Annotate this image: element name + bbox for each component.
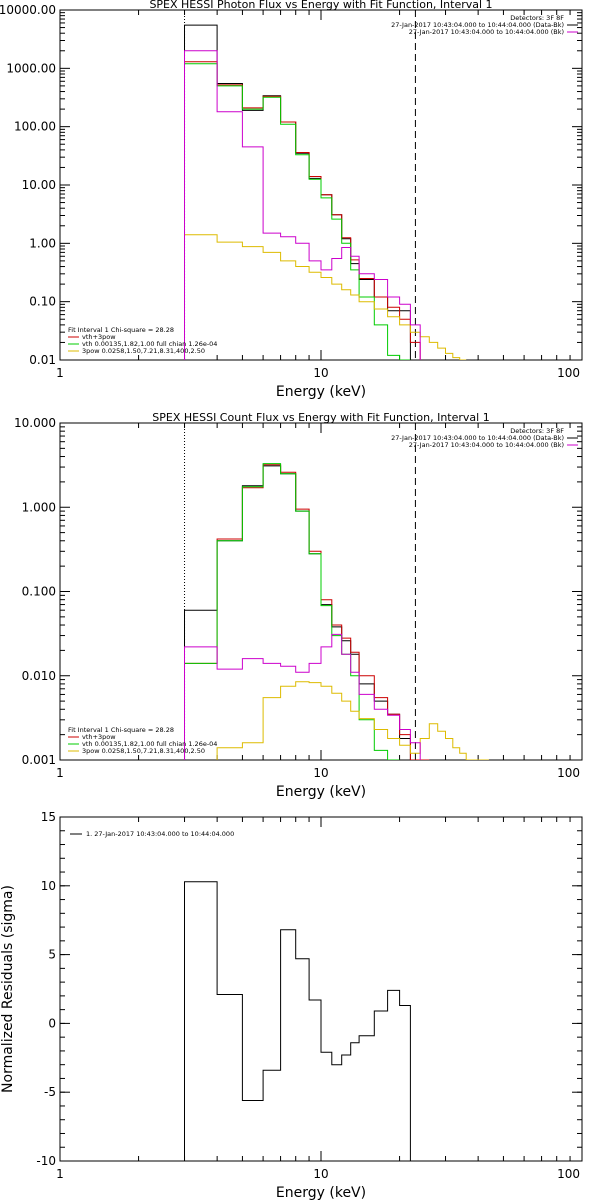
chart-1-legend-right-entry-3: 27-Jan-2017 10:43:04.000 to 10:44:04.000… xyxy=(409,28,564,36)
chart-3-y-ticks: 15 10 5 0 -5 -10 xyxy=(36,810,582,1168)
chart-2-legend-left-entry-2: vth+3pow xyxy=(82,733,116,741)
chart-1-title: SPEX HESSI Photon Flux vs Energy with Fi… xyxy=(149,0,492,11)
chart-2-x-axis-label: Energy (keV) xyxy=(276,784,366,800)
chart-3-legend-entry: 1. 27-Jan-2017 10:43:04.000 to 10:44:04.… xyxy=(86,830,234,838)
chart-2-y-tick-label-10-000: 10.000 xyxy=(14,416,56,430)
chart-1-legend-right-entry-2: 27-Jan-2017 10:43:04.000 to 10:44:04.000… xyxy=(391,21,564,29)
chart-2-y-tick-label-0-010: 0.010 xyxy=(22,669,56,683)
chart-2-x-tick-label-10: 10 xyxy=(313,766,328,780)
chart-2-legend-left-entry-1: Fit Interval 1 Chi-square = 28.28 xyxy=(68,726,174,734)
chart-2-legend-left: Fit Interval 1 Chi-square = 28.28vth+3po… xyxy=(68,726,217,755)
chart-1-series-vth xyxy=(184,63,411,360)
chart-1-legend-left-entry-2: vth+3pow xyxy=(82,333,116,341)
chart-1-series-group xyxy=(184,24,467,360)
chart-2-legend-right-entry-1: Detectors: 3F 8F xyxy=(510,427,564,435)
chart-2: SPEX HESSI Count Flux vs Energy with Fit… xyxy=(14,411,583,800)
chart-2-x-ticks: 1 10 100 xyxy=(56,423,583,780)
chart-3-legend: 1. 27-Jan-2017 10:43:04.000 to 10:44:04.… xyxy=(70,830,234,838)
chart-3-x-axis-label: Energy (keV) xyxy=(276,1185,366,1200)
chart-2-y-tick-label-0-100: 0.100 xyxy=(22,585,56,599)
chart-2-title: SPEX HESSI Count Flux vs Energy with Fit… xyxy=(152,411,489,424)
chart-2-legend-right-entry-2: 27-Jan-2017 10:43:04.000 to 10:44:04.000… xyxy=(391,434,564,442)
chart-3-series-1-27-jan-2017-10-43-04-000-to-10-44-04-000 xyxy=(184,881,411,1161)
chart-1-y-tick-label-0-01: 0.01 xyxy=(29,353,56,367)
chart-2-series-vth xyxy=(184,463,400,760)
chart-1-legend-left-entry-1: Fit Interval 1 Chi-square = 28.28 xyxy=(68,326,174,334)
chart-2-y-tick-label-0-001: 0.001 xyxy=(22,753,56,767)
chart-3-y-tick-label-15: 15 xyxy=(41,810,56,824)
chart-1-x-axis-label: Energy (keV) xyxy=(276,384,366,400)
chart-3-y-tick-label-5: -5 xyxy=(44,1085,56,1099)
chart-1-y-tick-label-100-00: 100.00 xyxy=(14,120,56,134)
chart-2-series-3pow xyxy=(216,681,489,760)
chart-1-x-tick-label-100: 100 xyxy=(557,366,580,380)
chart-2-series-data-bk xyxy=(184,465,411,760)
chart-2-legend-left-entry-4: 3pow 0.0258,1.50,7.21,8.31,400,2.50 xyxy=(82,747,205,755)
chart-1-legend-right-entry-1: Detectors: 3F 8F xyxy=(510,14,564,22)
chart-1-series-bk xyxy=(184,50,421,360)
chart-1-y-tick-label-0-10: 0.10 xyxy=(29,295,56,309)
chart-3-series-group xyxy=(184,881,411,1161)
chart-2-x-tick-label-100: 100 xyxy=(557,766,580,780)
chart-3-y-tick-label-5: 5 xyxy=(48,948,56,962)
chart-1-legend-left: Fit Interval 1 Chi-square = 28.28vth+3po… xyxy=(68,326,217,355)
chart-1-series-3pow xyxy=(184,234,467,360)
chart-3-y-tick-label-10: -10 xyxy=(36,1154,56,1168)
chart-1-legend-left-entry-3: vth 0.00135,1.82,1.00 full chian 1.26e-0… xyxy=(82,340,217,348)
chart-1-y-tick-label-1000-00: 1000.00 xyxy=(6,61,56,75)
chart-3-y-axis-label: Normalized Residuals (sigma) xyxy=(0,885,16,1093)
chart-2-y-ticks: 10.000 1.000 0.100 0.010 0.001 xyxy=(14,416,582,767)
chart-3-x-tick-label-1: 1 xyxy=(56,1167,64,1181)
chart-1-x-tick-label-10: 10 xyxy=(313,366,328,380)
chart-1-y-tick-label-10-00: 10.00 xyxy=(22,178,56,192)
chart-2-legend-left-entry-3: vth 0.00135,1.82,1.00 full chian 1.26e-0… xyxy=(82,740,217,748)
chart-2-series-group xyxy=(184,463,489,760)
chart-1-x-tick-label-1: 1 xyxy=(56,366,64,380)
chart-3-x-tick-label-100: 100 xyxy=(557,1167,580,1181)
chart-2-legend-right-entry-3: 27-Jan-2017 10:43:04.000 to 10:44:04.000… xyxy=(409,441,564,449)
chart-3-x-ticks: 1 10 100 xyxy=(56,817,583,1181)
chart-2-y-tick-label-1-000: 1.000 xyxy=(22,500,56,514)
chart-1-y-tick-label-1-00: 1.00 xyxy=(29,236,56,250)
chart-2-x-tick-label-1: 1 xyxy=(56,766,64,780)
chart-1-x-ticks: 1 10 100 xyxy=(56,10,583,380)
chart-2-series-bk xyxy=(184,633,421,760)
chart-3: 1 10 100 15 10 5 0 -5 -10 Energy (keV) Normalized … xyxy=(0,810,583,1200)
chart-1-y-ticks: 10000.00 1000.00 100.00 10.00 1.00 0.10 0.01 xyxy=(0,3,582,367)
chart-3-y-tick-label-10: 10 xyxy=(41,879,56,893)
chart-1-y-tick-label-10000-00: 10000.00 xyxy=(0,3,56,17)
chart-1: SPEX HESSI Photon Flux vs Energy with Fi… xyxy=(0,0,583,400)
chart-3-y-tick-label-0: 0 xyxy=(48,1016,56,1030)
chart-3-x-tick-label-10: 10 xyxy=(313,1167,328,1181)
chart-1-legend-left-entry-4: 3pow 0.0258,1.50,7.21,8.31,400,2.50 xyxy=(82,347,205,355)
